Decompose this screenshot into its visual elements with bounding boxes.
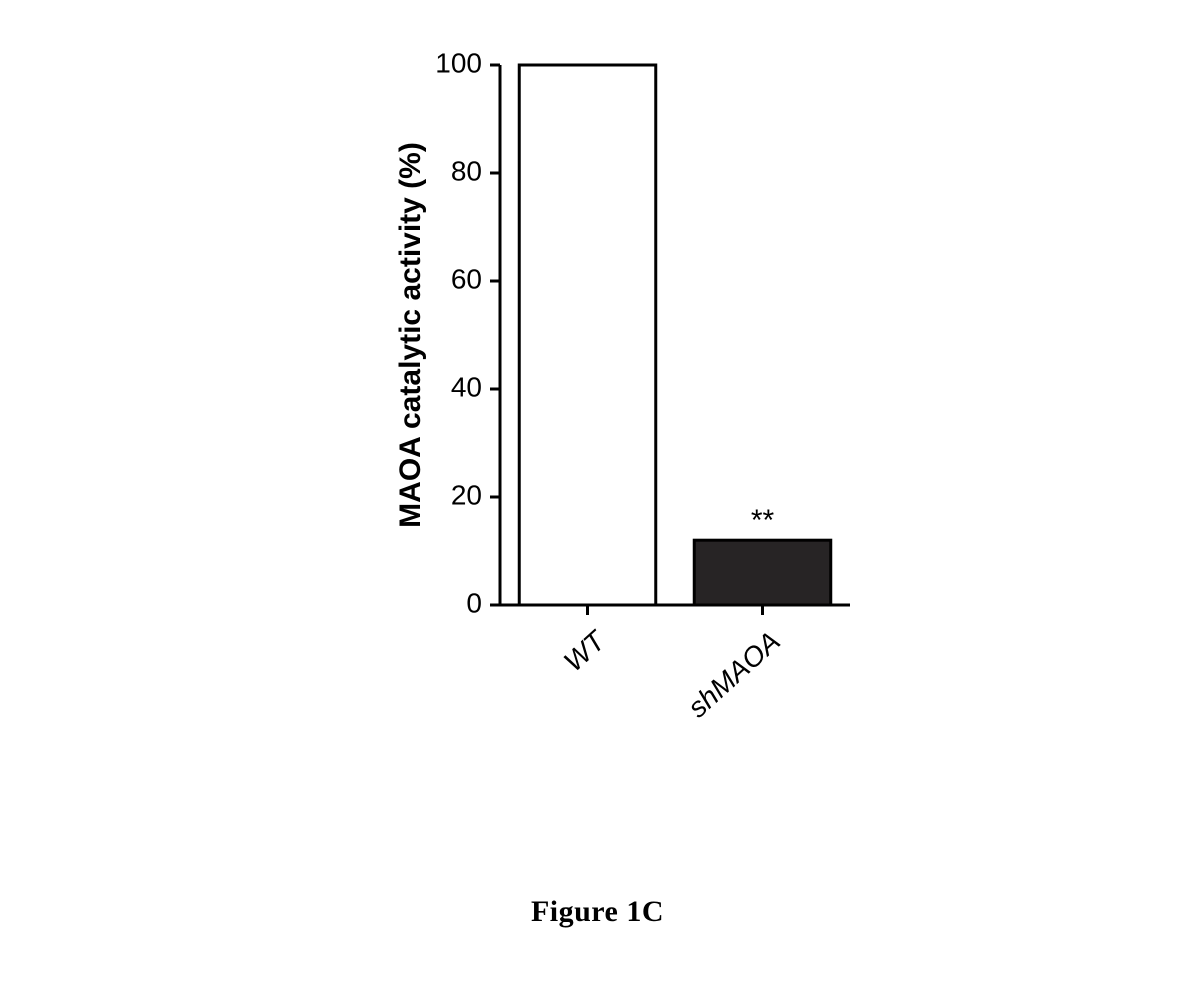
figure-caption: Figure 1C	[0, 895, 1195, 929]
chart-container: 0 20 40 60 80 100 WT shMAOA ** MAOA catalytic act…	[330, 45, 890, 865]
svg-text:80: 80	[451, 155, 482, 186]
svg-text:100: 100	[435, 47, 482, 78]
xlabel-WT: WT	[558, 624, 613, 677]
svg-text:40: 40	[451, 371, 482, 402]
y-axis-label: MAOA catalytic activity (%)	[394, 142, 427, 528]
xlabel-shMAOA: shMAOA	[682, 625, 786, 723]
bar-shMAOA	[694, 540, 831, 605]
svg-text:0: 0	[466, 587, 482, 618]
svg-text:60: 60	[451, 263, 482, 294]
bar-WT	[519, 65, 656, 605]
annotation-significance: **	[751, 504, 775, 537]
bar-chart: 0 20 40 60 80 100 WT shMAOA ** MAOA catalytic act…	[330, 45, 890, 865]
svg-text:20: 20	[451, 479, 482, 510]
